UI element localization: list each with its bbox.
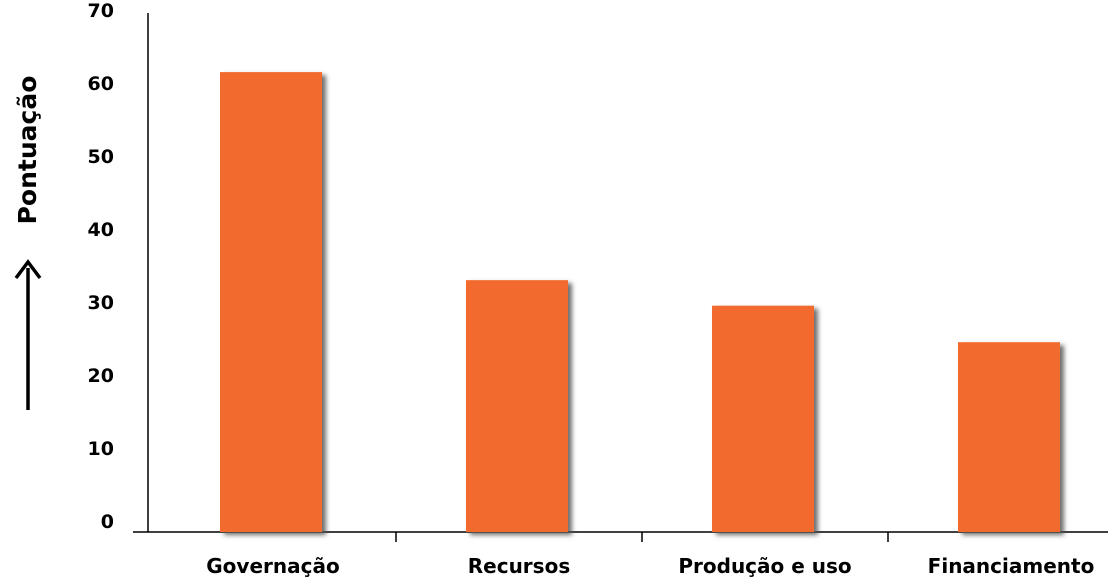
y-tick-label: 40 [88, 219, 114, 241]
bar [466, 280, 568, 532]
y-tick-label: 70 [88, 0, 114, 22]
y-axis-title-group: Pontuação [13, 76, 42, 410]
x-tick-label: Recursos [468, 554, 570, 578]
y-axis-title: Pontuação [13, 76, 42, 225]
x-tick-label: Financiamento [928, 554, 1095, 578]
bar [958, 342, 1060, 532]
bars [220, 72, 1060, 532]
y-tick-label: 0 [101, 511, 114, 533]
x-tick-label: Governação [206, 554, 339, 578]
x-tick-label: Produção e uso [678, 554, 851, 578]
y-tick-label: 10 [88, 438, 114, 460]
y-tick-label: 30 [88, 292, 114, 314]
y-tick-labels: 0 10 20 30 40 50 60 70 [88, 0, 114, 533]
x-tick-marks [395, 532, 889, 542]
y-axis-arrow-head [14, 259, 42, 280]
y-tick-label: 50 [88, 146, 114, 168]
y-tick-label: 20 [88, 365, 114, 387]
bar [220, 72, 322, 532]
y-tick-label: 60 [88, 73, 114, 95]
bar [712, 305, 814, 532]
x-tick-labels: Governação Recursos Produção e uso Financia… [206, 554, 1094, 578]
